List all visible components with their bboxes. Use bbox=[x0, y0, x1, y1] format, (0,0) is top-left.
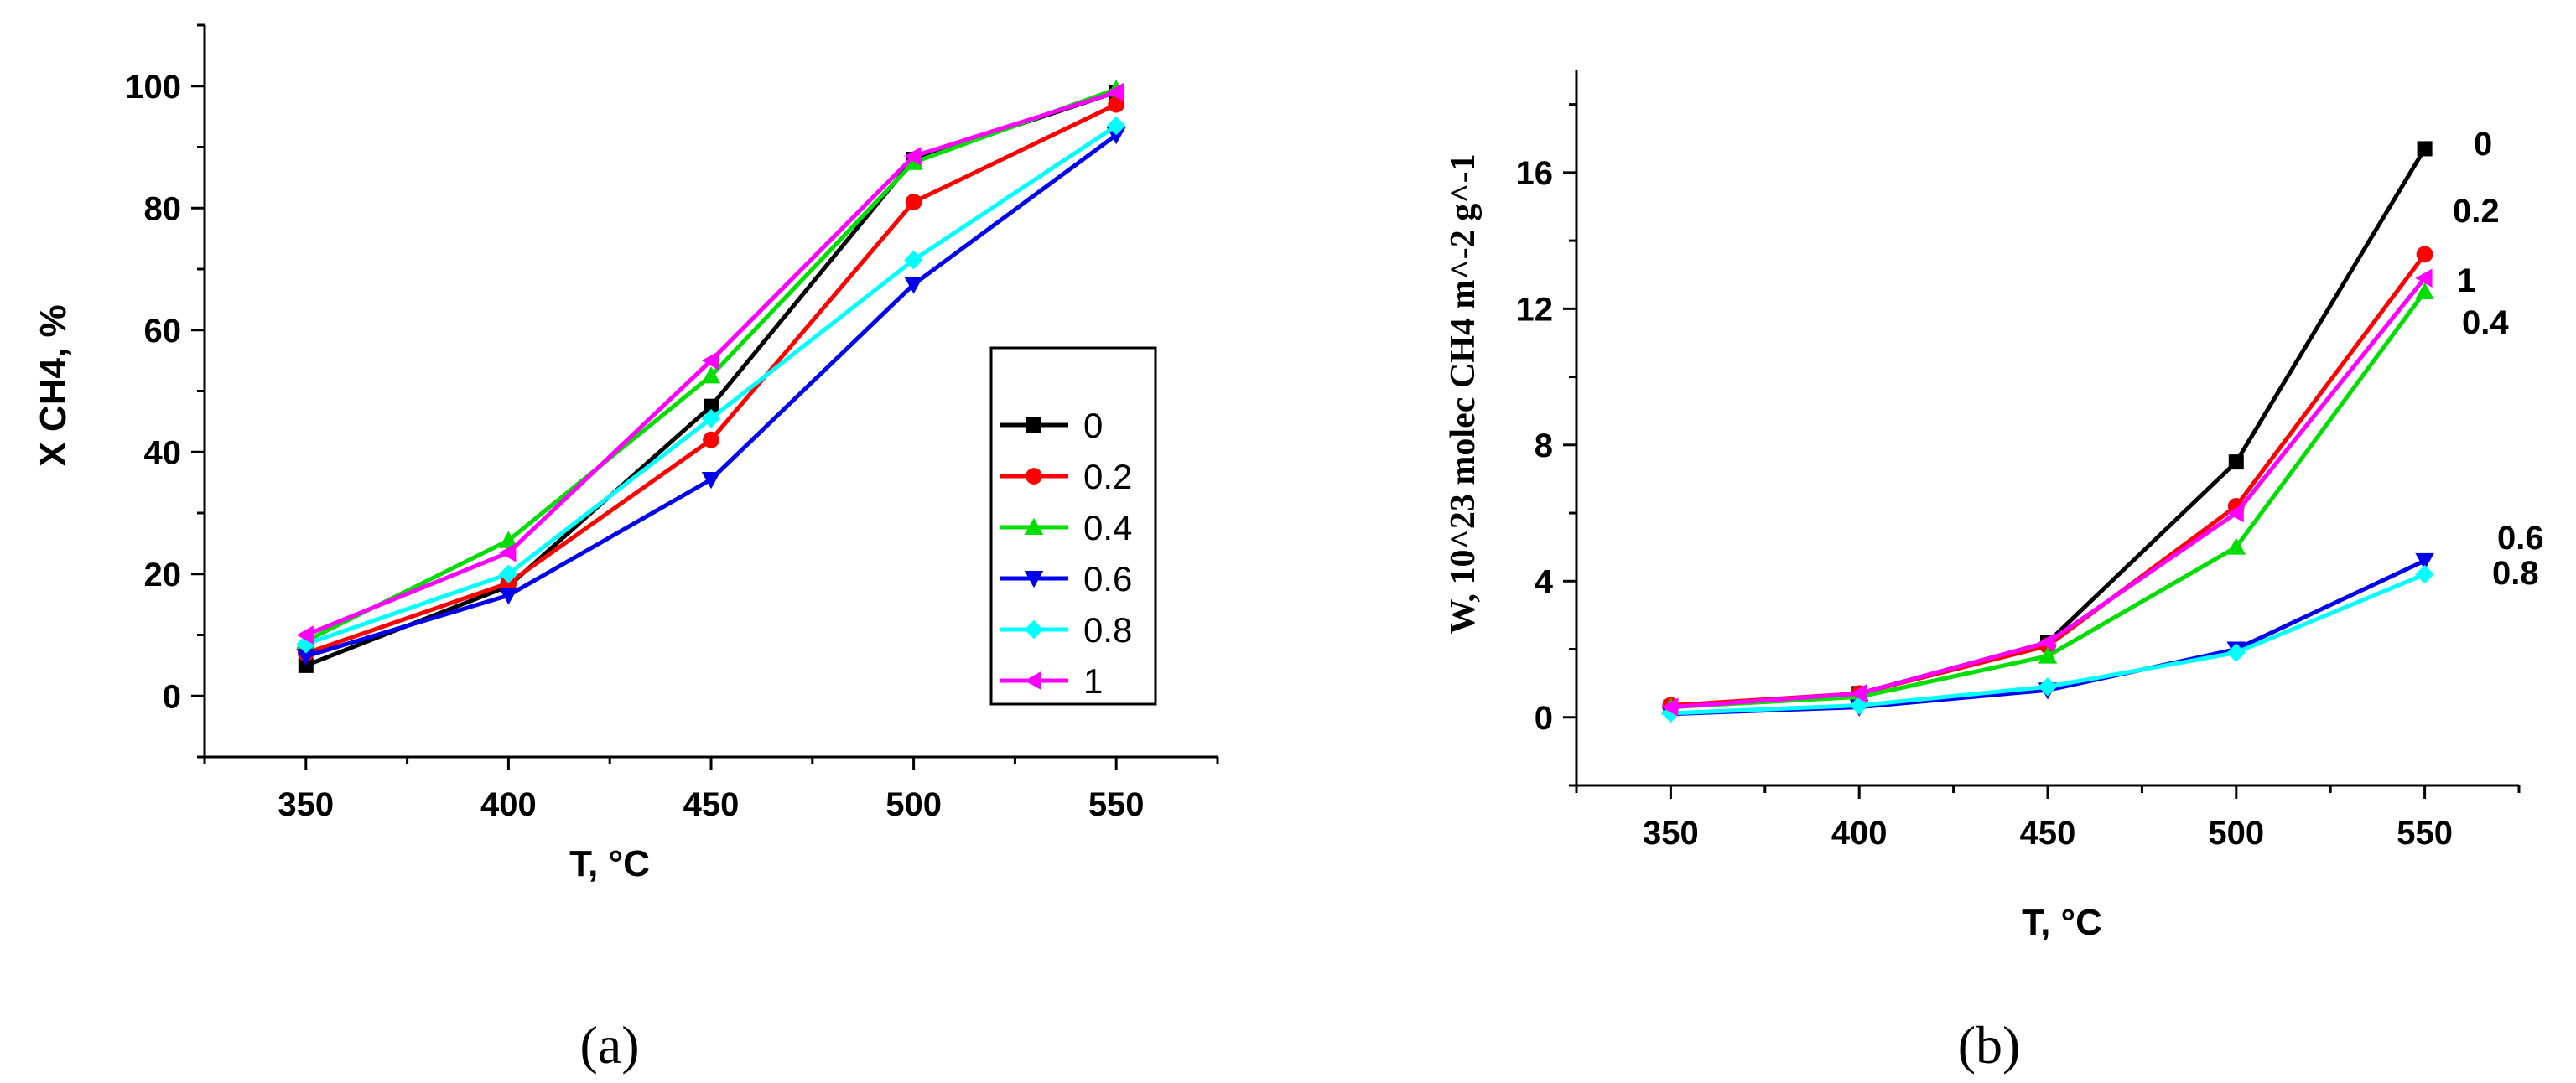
data-point-0-6-500 bbox=[904, 277, 923, 294]
data-point-0-4-550 bbox=[2415, 282, 2434, 300]
legend-marker-1 bbox=[1024, 671, 1041, 691]
x-tick-label-550: 550 bbox=[1088, 786, 1145, 823]
legend-marker-0-4 bbox=[1024, 517, 1044, 535]
y-axis-title: X CH4, % bbox=[33, 304, 74, 466]
data-point-1-450 bbox=[2038, 633, 2055, 652]
x-tick-label-450: 450 bbox=[683, 786, 740, 823]
data-point-1-500 bbox=[2226, 503, 2244, 523]
series-end-label-0-4: 0.4 bbox=[2462, 304, 2509, 341]
data-point-0-8-500 bbox=[904, 250, 923, 270]
data-point-0-4-450 bbox=[701, 366, 721, 384]
y-tick-label-4: 4 bbox=[1535, 563, 1554, 600]
y-tick-label-20: 20 bbox=[144, 557, 182, 593]
x-tick-label-400: 400 bbox=[1831, 815, 1888, 852]
legend-label-0-8: 0.8 bbox=[1083, 610, 1132, 650]
data-point-0-8-400 bbox=[499, 564, 518, 583]
series-end-label-0-6: 0.6 bbox=[2497, 520, 2544, 557]
y-tick-label-100: 100 bbox=[125, 69, 181, 106]
legend-marker-0-8 bbox=[1024, 619, 1044, 640]
data-point-0-4-450 bbox=[2038, 646, 2058, 664]
series-end-label-0-2: 0.2 bbox=[2453, 193, 2500, 230]
chart-a: 350 400 450 500 550 0 20 40 60 80 100 T, °C X CH4, %… bbox=[33, 23, 1219, 884]
x-tick-label-550: 550 bbox=[2397, 815, 2453, 852]
data-point-1-350 bbox=[1661, 697, 1679, 717]
panel-label-b: (b) bbox=[1958, 1015, 2021, 1075]
data-point-1-500 bbox=[904, 147, 922, 166]
y-tick-label-80: 80 bbox=[144, 190, 182, 227]
data-point-0-8-450 bbox=[2038, 676, 2058, 697]
legend-label-0-4: 0.4 bbox=[1083, 508, 1132, 547]
data-point-1-400 bbox=[499, 543, 517, 562]
y-axis-title: W, 10^23 molec CH4 m^-2 g^-1 bbox=[1444, 153, 1483, 634]
series-end-label-1: 1 bbox=[2457, 262, 2475, 299]
data-point-0-2-550 bbox=[2416, 246, 2433, 263]
chart-b: 350 400 450 500 550 0 4 8 12 16 T, °C W, 10^23 mole… bbox=[1444, 70, 2544, 943]
data-point-0-8-500 bbox=[2226, 643, 2246, 662]
x-tick-label-350: 350 bbox=[278, 786, 334, 823]
data-point-0-8-550 bbox=[2415, 564, 2434, 584]
data-point-0-6-550 bbox=[1106, 127, 1126, 145]
legend-marker-0-2 bbox=[1026, 468, 1042, 484]
x-tick-label-500: 500 bbox=[2208, 815, 2264, 852]
data-point-0-500 bbox=[2228, 454, 2244, 470]
data-point-0-6-450 bbox=[701, 471, 721, 490]
x-tick-label-350: 350 bbox=[1643, 815, 1699, 852]
y-tick-label-16: 16 bbox=[1516, 155, 1554, 192]
legend-label-1: 1 bbox=[1083, 661, 1103, 701]
legend-marker-0-6 bbox=[1024, 571, 1044, 588]
y-tick-label-60: 60 bbox=[144, 313, 182, 350]
x-tick-label-400: 400 bbox=[480, 786, 537, 823]
y-tick-label-0: 0 bbox=[1535, 700, 1553, 737]
data-point-0-2-450 bbox=[703, 431, 719, 448]
data-point-0-8-450 bbox=[701, 408, 721, 428]
y-tick-label-40: 40 bbox=[144, 434, 182, 471]
series-end-label-0-8: 0.8 bbox=[2492, 555, 2539, 592]
data-point-0-550 bbox=[2417, 141, 2433, 157]
data-point-0-450 bbox=[704, 398, 719, 414]
data-point-0-2-500 bbox=[905, 194, 922, 210]
legend-label-0-6: 0.6 bbox=[1083, 559, 1132, 598]
data-point-0-6-350 bbox=[296, 648, 316, 666]
x-axis-title: T, °C bbox=[569, 843, 650, 884]
y-tick-label-12: 12 bbox=[1516, 291, 1554, 328]
panel-label-a: (a) bbox=[579, 1015, 639, 1075]
data-point-0-4-500 bbox=[2226, 537, 2246, 555]
x-tick-label-450: 450 bbox=[2020, 815, 2076, 852]
legend-label-0-2: 0.2 bbox=[1083, 457, 1132, 496]
data-point-1-450 bbox=[701, 350, 719, 370]
data-point-1-400 bbox=[1849, 684, 1867, 703]
data-point-1-550 bbox=[2415, 268, 2433, 288]
data-point-0-6-400 bbox=[499, 588, 518, 605]
data-point-0-6-550 bbox=[2415, 552, 2434, 571]
legend-label-0: 0 bbox=[1083, 406, 1103, 445]
x-axis-title: T, °C bbox=[2022, 902, 2102, 943]
data-point-0-4-400 bbox=[499, 531, 518, 548]
y-tick-label-0: 0 bbox=[163, 678, 181, 715]
data-point-0-8-550 bbox=[1106, 116, 1126, 136]
data-point-1-350 bbox=[296, 625, 314, 645]
x-tick-label-500: 500 bbox=[886, 786, 942, 823]
data-point-1-550 bbox=[1106, 82, 1124, 102]
series-end-label-0: 0 bbox=[2474, 126, 2492, 163]
y-tick-label-8: 8 bbox=[1535, 428, 1553, 464]
legend-marker-0 bbox=[1026, 417, 1041, 433]
data-point-0-2-550 bbox=[1108, 96, 1125, 113]
